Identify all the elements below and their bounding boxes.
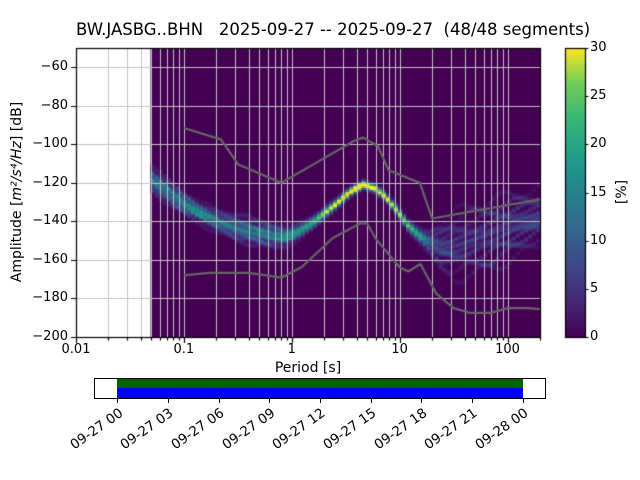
colorbar-tick-label: 15 (590, 184, 607, 200)
y-tick-label: −200 (32, 329, 68, 344)
y-tick-label: −120 (32, 174, 68, 190)
timeline-tick (319, 399, 321, 403)
y-axis-label-suffix: ] [dB] (9, 101, 25, 142)
y-tick-label: −160 (32, 251, 68, 267)
timeline-tick (168, 399, 170, 403)
coverage-segment-top (117, 379, 523, 388)
y-tick-label: −140 (32, 213, 68, 229)
x-axis-label: Period [s] (274, 360, 342, 376)
x-tick-label: 0.1 (173, 342, 195, 357)
x-tick-label: 100 (495, 342, 520, 357)
timeline-tick (218, 399, 220, 403)
x-tick-label: 0.01 (61, 342, 91, 357)
y-tick-label: −100 (32, 136, 68, 152)
y-axis-label: Amplitude [m²/s⁴/Hz] [dB] (9, 102, 25, 282)
colorbar-tick-label: 30 (590, 40, 607, 55)
colorbar-tick-label: 5 (590, 280, 599, 296)
y-tick-label: −80 (40, 97, 68, 113)
plot-title: BW.JASBG..BHN 2025-09-27 -- 2025-09-27 (… (76, 20, 591, 39)
colorbar-label: [%] (614, 179, 630, 205)
timeline-tick (117, 399, 119, 403)
timeline-tick (522, 399, 524, 403)
colorbar-tick-label: 0 (590, 329, 599, 344)
y-tick-label: −60 (40, 59, 68, 75)
y-tick-label: −180 (32, 290, 68, 306)
x-tick-label: 10 (391, 342, 408, 357)
timeline-tick (269, 399, 271, 403)
timeline-tick (421, 399, 423, 403)
timeline-tick (370, 399, 372, 403)
time-coverage-bar (94, 378, 546, 399)
coverage-segment-bottom (117, 387, 523, 398)
timeline-tick (471, 399, 473, 403)
colorbar-tick-label: 25 (590, 88, 607, 104)
x-tick-label: 1 (287, 342, 296, 357)
y-axis-label-prefix: Amplitude [ (9, 200, 25, 283)
y-axis-label-units: m²/s⁴/Hz (9, 141, 25, 201)
colorbar-tick-label: 20 (590, 136, 607, 152)
colorbar-tick-label: 10 (590, 232, 607, 248)
